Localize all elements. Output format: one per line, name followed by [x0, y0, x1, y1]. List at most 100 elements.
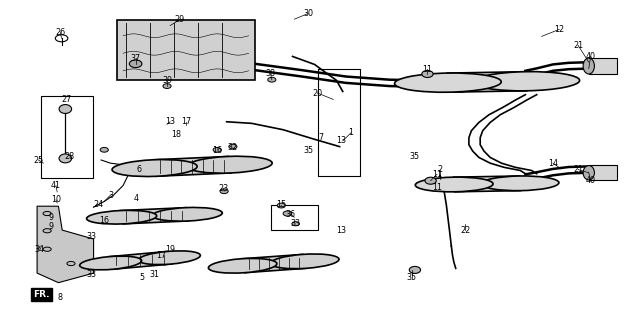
- Ellipse shape: [425, 177, 437, 184]
- Polygon shape: [37, 206, 94, 283]
- Text: 28: 28: [65, 152, 75, 161]
- Text: 11: 11: [432, 183, 442, 192]
- Text: 40: 40: [586, 52, 596, 61]
- Text: 3: 3: [108, 190, 113, 200]
- Bar: [42, 96, 93, 178]
- Text: 32: 32: [228, 143, 238, 152]
- Ellipse shape: [283, 211, 292, 216]
- Text: 13: 13: [337, 226, 347, 235]
- Text: 35: 35: [303, 146, 313, 155]
- Text: 19: 19: [165, 245, 175, 254]
- Ellipse shape: [80, 256, 142, 270]
- Ellipse shape: [481, 176, 559, 191]
- Ellipse shape: [270, 254, 339, 269]
- Polygon shape: [241, 254, 307, 273]
- Text: 16: 16: [99, 216, 109, 225]
- Ellipse shape: [152, 207, 222, 221]
- Text: 1: 1: [348, 128, 353, 137]
- Text: 20: 20: [313, 89, 323, 98]
- Ellipse shape: [292, 222, 299, 226]
- Ellipse shape: [409, 267, 421, 273]
- Ellipse shape: [187, 156, 272, 173]
- Text: 21: 21: [573, 41, 583, 50]
- Text: 11: 11: [432, 170, 442, 179]
- Bar: [589, 58, 617, 74]
- Text: 33: 33: [87, 270, 97, 279]
- Text: FR.: FR.: [33, 290, 50, 299]
- Ellipse shape: [100, 148, 108, 152]
- Text: 13: 13: [337, 136, 347, 145]
- Polygon shape: [121, 208, 189, 224]
- Text: 22: 22: [460, 226, 470, 235]
- Text: 9: 9: [48, 213, 53, 222]
- Ellipse shape: [394, 73, 501, 92]
- Ellipse shape: [59, 105, 72, 114]
- Text: 17: 17: [181, 117, 191, 126]
- Polygon shape: [454, 176, 521, 192]
- Text: 29: 29: [174, 15, 185, 24]
- Ellipse shape: [277, 203, 286, 208]
- Text: 8: 8: [58, 292, 63, 301]
- Polygon shape: [447, 72, 527, 92]
- Text: 9: 9: [48, 222, 53, 231]
- Text: 16: 16: [212, 146, 222, 155]
- Ellipse shape: [138, 251, 201, 265]
- Text: 15: 15: [276, 200, 286, 209]
- Text: 25: 25: [33, 156, 43, 164]
- Bar: [589, 165, 617, 180]
- Text: 11: 11: [423, 65, 433, 74]
- Text: 18: 18: [172, 130, 181, 139]
- Text: 37: 37: [131, 53, 141, 62]
- Text: 24: 24: [93, 200, 103, 209]
- Bar: [270, 204, 318, 230]
- Ellipse shape: [422, 70, 433, 77]
- Text: 12: 12: [554, 25, 564, 34]
- Ellipse shape: [220, 189, 228, 194]
- Ellipse shape: [163, 84, 171, 88]
- Polygon shape: [108, 252, 172, 269]
- Text: 4: 4: [133, 194, 138, 203]
- Ellipse shape: [43, 229, 51, 233]
- Ellipse shape: [473, 72, 579, 91]
- Ellipse shape: [268, 77, 276, 82]
- Text: 35: 35: [407, 273, 417, 282]
- Text: 40: 40: [586, 176, 596, 185]
- Text: 13: 13: [165, 117, 175, 126]
- Text: 39: 39: [162, 76, 172, 85]
- Text: 41: 41: [51, 181, 61, 190]
- Text: 33: 33: [87, 232, 97, 241]
- Ellipse shape: [229, 144, 237, 149]
- Text: 34: 34: [35, 245, 45, 254]
- Text: 10: 10: [51, 195, 61, 204]
- Text: 23: 23: [218, 184, 228, 193]
- Ellipse shape: [67, 261, 75, 266]
- Text: 2: 2: [437, 165, 443, 174]
- Ellipse shape: [87, 210, 157, 224]
- Text: 7: 7: [318, 133, 323, 142]
- Ellipse shape: [43, 247, 51, 251]
- Text: 14: 14: [548, 159, 558, 168]
- Ellipse shape: [415, 177, 493, 192]
- Text: 30: 30: [303, 9, 313, 18]
- Polygon shape: [153, 156, 231, 176]
- Text: 33: 33: [291, 219, 301, 228]
- Text: 38: 38: [265, 69, 276, 78]
- Text: 27: 27: [62, 95, 72, 104]
- Ellipse shape: [208, 259, 277, 273]
- Ellipse shape: [130, 60, 142, 68]
- Text: 35: 35: [410, 152, 420, 161]
- Text: 6: 6: [136, 165, 142, 174]
- Text: 36: 36: [286, 210, 296, 219]
- Ellipse shape: [583, 58, 594, 74]
- Text: 31: 31: [150, 270, 160, 279]
- Ellipse shape: [59, 154, 72, 163]
- Text: 17: 17: [155, 251, 166, 260]
- Bar: [117, 20, 255, 80]
- Ellipse shape: [213, 148, 221, 152]
- Ellipse shape: [43, 212, 51, 216]
- Ellipse shape: [112, 160, 197, 177]
- Text: 21: 21: [573, 165, 583, 174]
- Text: 5: 5: [140, 273, 145, 282]
- Ellipse shape: [583, 165, 594, 180]
- Text: 26: 26: [55, 28, 65, 37]
